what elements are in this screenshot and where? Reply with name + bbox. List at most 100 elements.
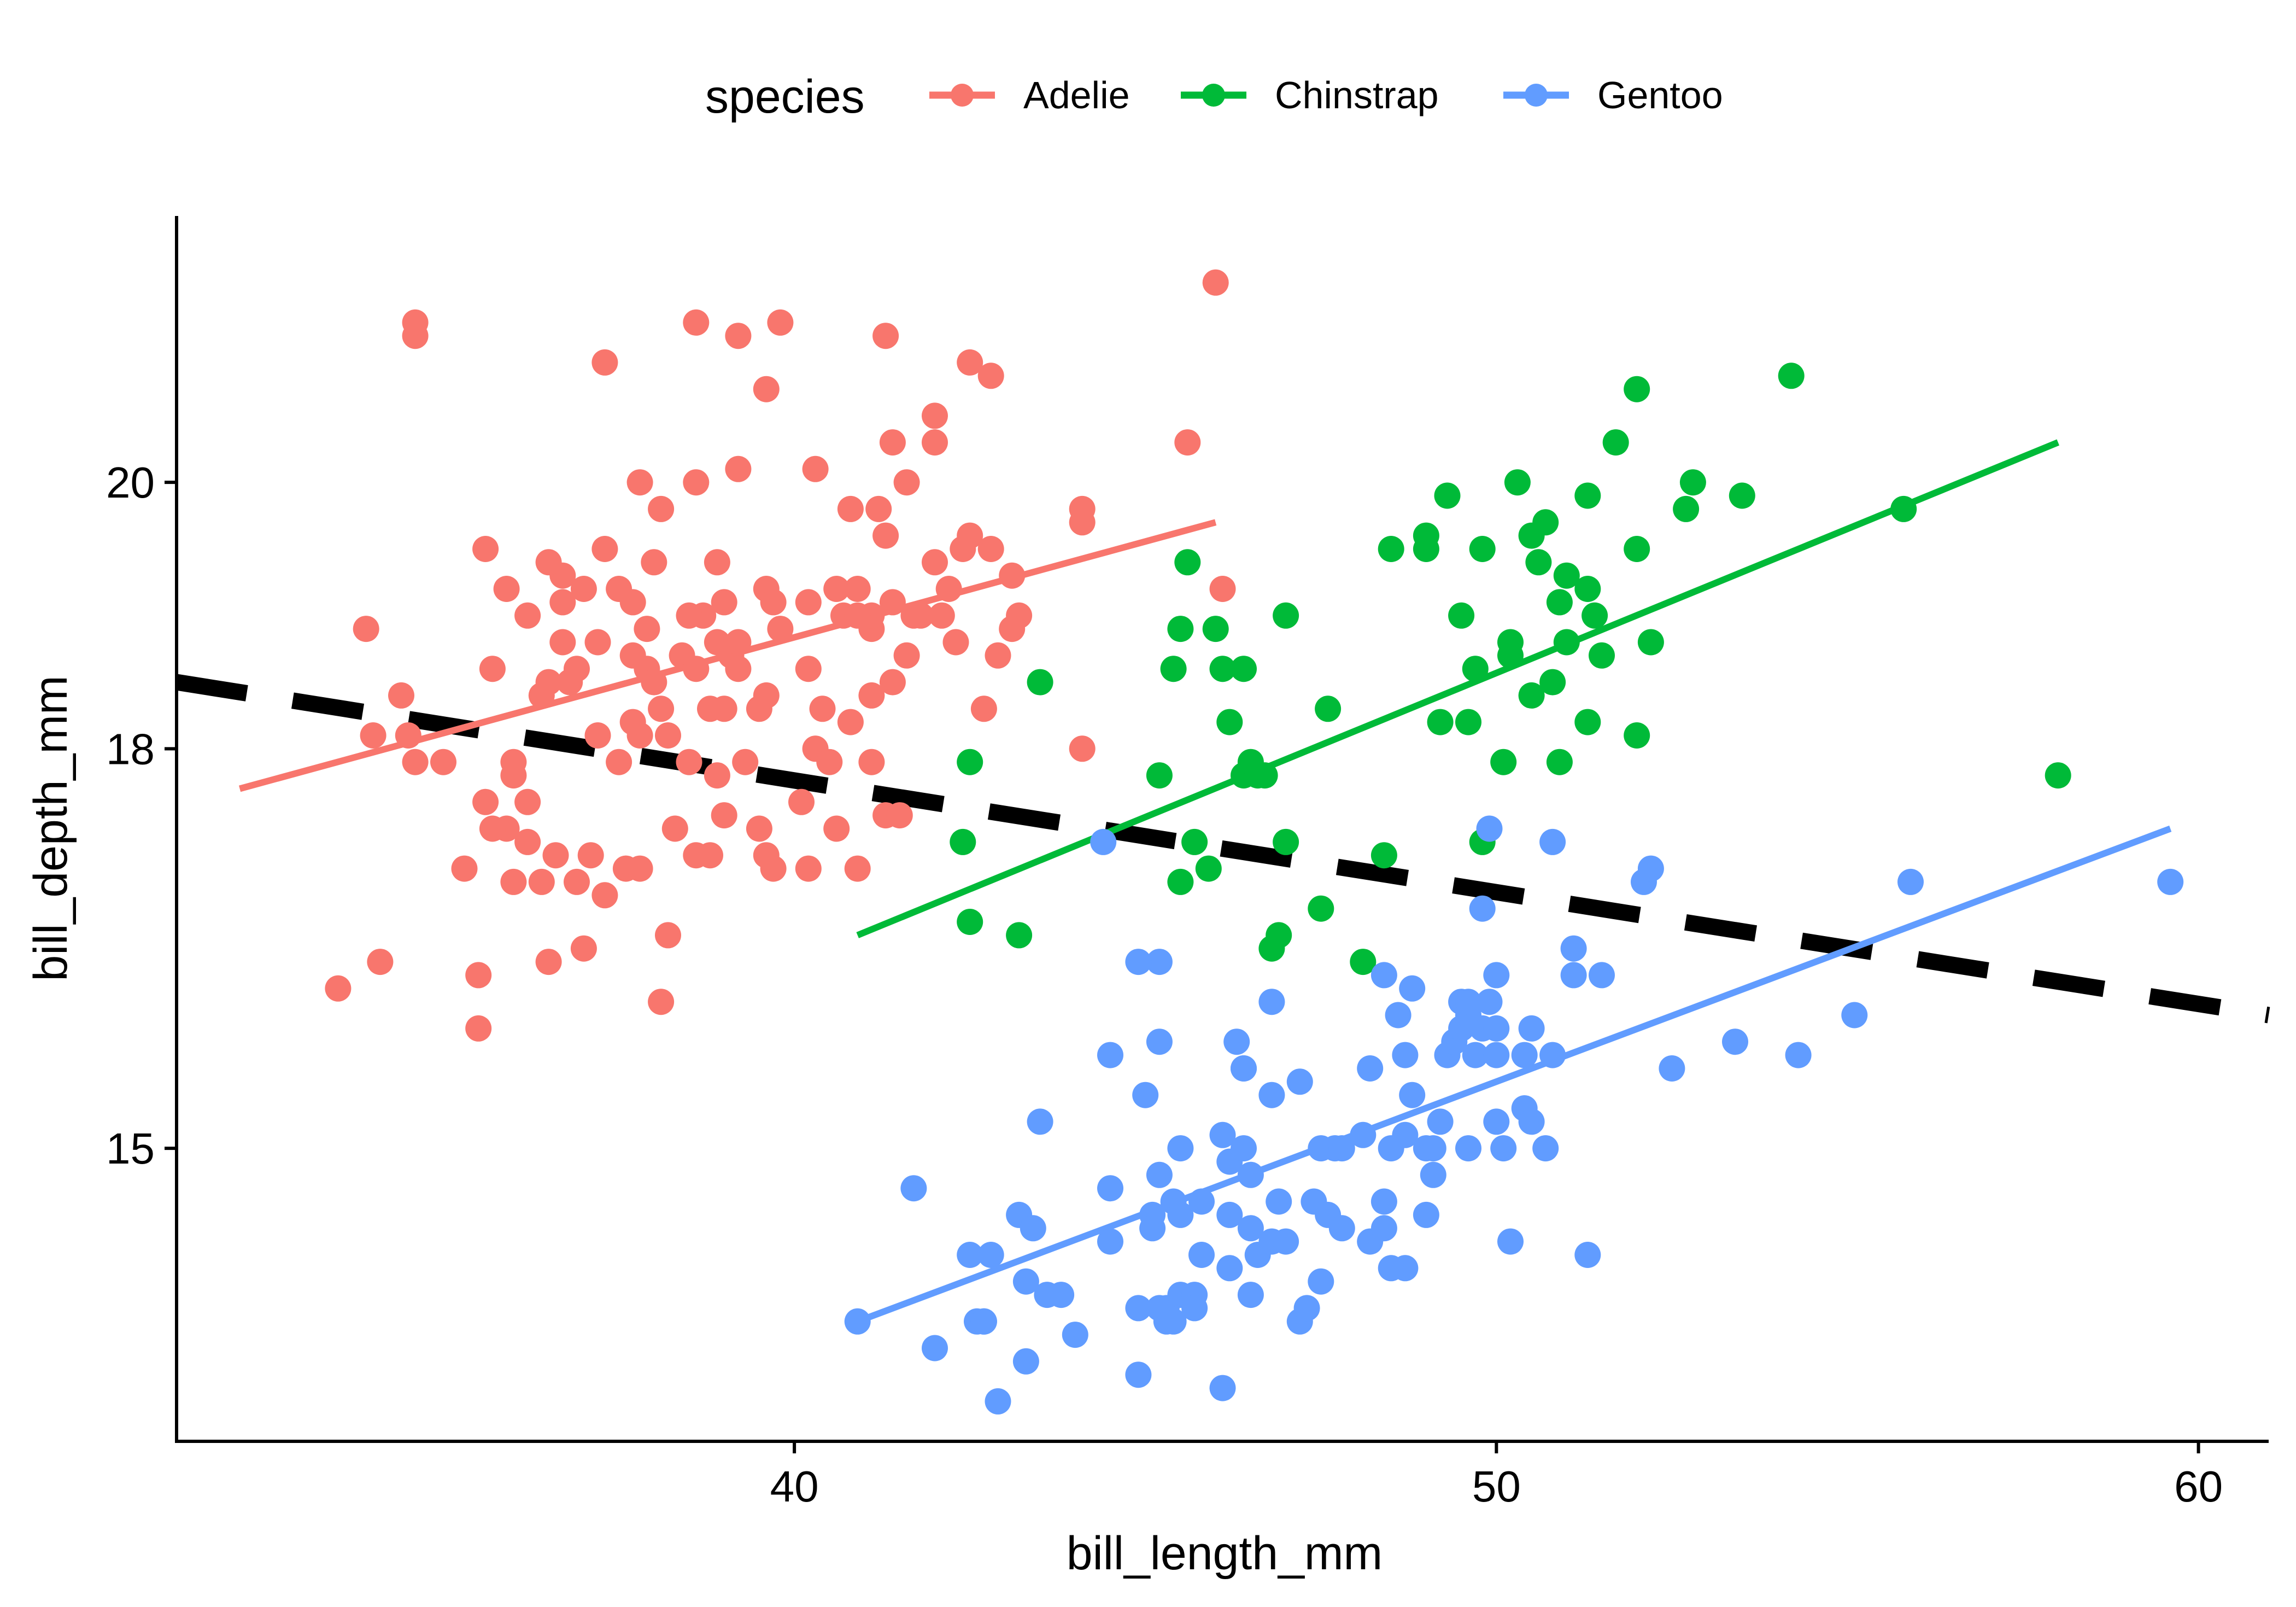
data-point — [957, 749, 983, 775]
data-point — [1273, 828, 1299, 855]
legend-key-point — [951, 84, 974, 107]
data-point — [549, 589, 576, 616]
data-point — [1209, 656, 1236, 682]
data-point — [704, 549, 730, 576]
data-point — [1476, 815, 1503, 842]
data-point — [1223, 1029, 1250, 1055]
data-point — [837, 495, 864, 522]
data-point — [1308, 895, 1334, 922]
data-point — [977, 536, 1004, 562]
data-point — [809, 696, 836, 722]
data-point — [1392, 1042, 1419, 1068]
data-point — [1729, 482, 1755, 509]
data-point — [1097, 1175, 1123, 1202]
data-point — [1525, 549, 1552, 576]
series-chinstrap — [950, 363, 2071, 975]
data-point — [858, 682, 885, 709]
data-point — [999, 616, 1026, 642]
data-point — [1097, 1228, 1123, 1255]
data-point — [900, 602, 927, 629]
data-point — [1062, 1322, 1088, 1348]
data-point — [816, 749, 843, 775]
series-gentoo — [844, 815, 2184, 1415]
data-point — [1624, 722, 1650, 749]
legend-title: species — [705, 71, 865, 123]
data-point — [879, 429, 906, 456]
data-point — [465, 1015, 492, 1042]
data-point — [1125, 949, 1152, 975]
regression-line-gentoo — [856, 825, 2172, 1325]
legend-item-adelie: Adelie — [929, 74, 1130, 116]
data-point — [1167, 1135, 1194, 1162]
data-point — [528, 868, 555, 895]
data-point — [1069, 495, 1096, 522]
data-point — [1146, 1161, 1173, 1188]
data-point — [1202, 269, 1229, 296]
data-point — [641, 669, 667, 696]
data-point — [655, 922, 681, 949]
data-point — [950, 536, 976, 562]
data-point — [1483, 962, 1510, 989]
data-point — [1532, 509, 1559, 536]
data-point — [591, 536, 618, 562]
data-point — [893, 642, 920, 669]
data-point — [1216, 1201, 1243, 1228]
data-point — [1273, 602, 1299, 629]
data-point — [1392, 1121, 1419, 1148]
data-point — [1399, 1082, 1426, 1108]
data-point — [1539, 669, 1566, 696]
data-point — [957, 1242, 983, 1268]
data-point — [606, 749, 632, 775]
axes: 40 50 60 15 18 20 bill_length_mm bill_depth_… — [25, 216, 2269, 1580]
data-point — [1455, 1135, 1481, 1162]
data-point — [1315, 696, 1342, 722]
data-point — [465, 962, 492, 989]
data-point — [514, 828, 541, 855]
data-point — [1286, 1068, 1313, 1095]
data-point — [844, 1308, 871, 1335]
data-point — [1518, 1015, 1545, 1042]
data-point — [1167, 616, 1194, 642]
legend-item-gentoo: Gentoo — [1503, 74, 1723, 116]
data-point — [1553, 562, 1580, 589]
data-point — [619, 709, 646, 735]
data-point — [402, 309, 429, 336]
data-point — [1518, 682, 1545, 709]
data-point — [395, 722, 421, 749]
data-point — [1048, 1282, 1075, 1308]
data-point — [893, 469, 920, 496]
legend-label: Adelie — [1023, 74, 1130, 116]
data-point — [2045, 762, 2071, 789]
data-point — [1202, 616, 1229, 642]
data-point — [922, 549, 948, 576]
data-point — [1427, 1108, 1454, 1135]
data-point — [1231, 656, 1257, 682]
data-point — [1778, 363, 1805, 389]
data-point — [1483, 1108, 1510, 1135]
data-point — [1560, 935, 1587, 962]
data-point — [367, 949, 394, 975]
data-point — [1624, 376, 1650, 402]
data-point — [1553, 629, 1580, 656]
data-point — [1370, 1188, 1397, 1215]
data-point — [388, 682, 414, 709]
data-point — [1350, 1121, 1377, 1148]
data-point — [1574, 482, 1601, 509]
data-point — [1673, 495, 1700, 522]
data-point — [472, 788, 499, 815]
data-point — [661, 815, 688, 842]
data-point — [1841, 1002, 1868, 1029]
data-point — [2157, 868, 2184, 895]
legend-key-point — [1202, 84, 1225, 107]
data-point — [977, 363, 1004, 389]
data-point — [950, 828, 976, 855]
data-point — [1490, 1135, 1517, 1162]
data-point — [1539, 828, 1566, 855]
data-point — [725, 629, 752, 656]
data-point — [1006, 922, 1033, 949]
data-point — [648, 989, 675, 1015]
data-point — [1546, 749, 1573, 775]
data-point — [879, 589, 906, 616]
data-point — [514, 602, 541, 629]
data-point — [500, 749, 527, 775]
